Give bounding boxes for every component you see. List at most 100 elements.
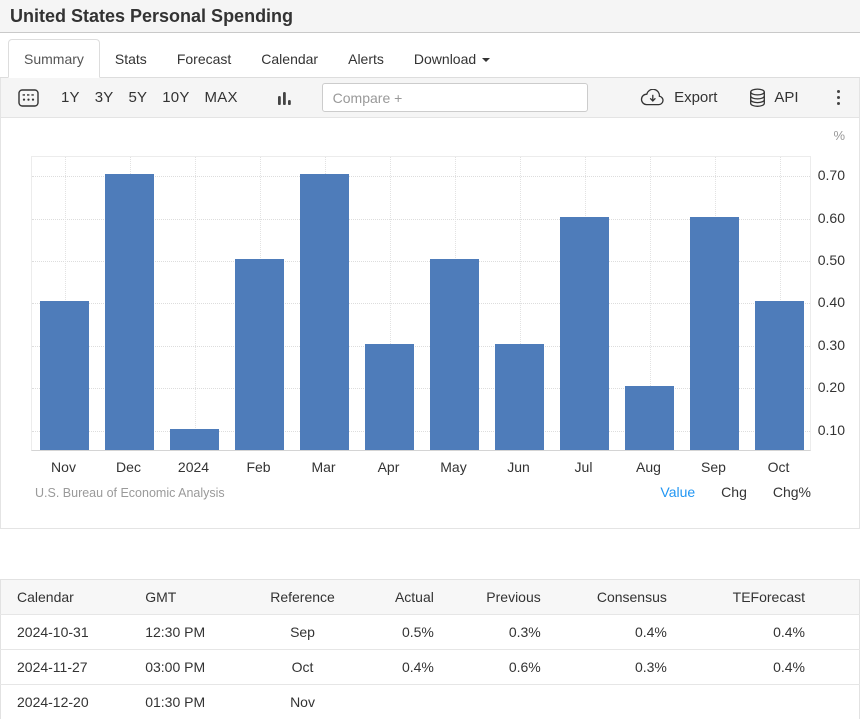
table-cell: [450, 685, 557, 719]
mode-link-chgpct[interactable]: Chg%: [772, 484, 811, 500]
range-selector: 1Y 3Y 5Y 10Y MAX: [61, 89, 253, 106]
bar-sep[interactable]: [690, 216, 739, 450]
table-cell: 2024-12-20: [17, 694, 89, 710]
table-cell: Oct: [291, 659, 314, 675]
mode-link-chg[interactable]: Chg: [721, 484, 747, 500]
range-button-5y[interactable]: 5Y: [128, 89, 148, 106]
y-axis-tick: 0.10: [817, 421, 845, 438]
table-cell: 03:00 PM: [145, 659, 206, 675]
table-cell: 0.5%: [401, 624, 434, 640]
tab-summary[interactable]: Summary: [8, 39, 100, 78]
tab-alerts[interactable]: Alerts: [333, 40, 399, 77]
range-button-1y[interactable]: 1Y: [61, 89, 80, 106]
table-cell: Nov: [290, 694, 315, 710]
tab-forecast[interactable]: Forecast: [162, 40, 246, 77]
bar-mar[interactable]: [300, 174, 349, 450]
chart-area: % U.S. Bureau of Economic Analysis Value…: [1, 118, 859, 528]
table-row: 2024-11-27 03:00 PM Oct 0.4% 0.6% 0.3% 0.4%: [0, 650, 860, 685]
export-button[interactable]: Export: [640, 89, 717, 106]
h-gridline: [32, 430, 810, 432]
bar-chart-icon[interactable]: [277, 89, 292, 107]
tab-stats[interactable]: Stats: [100, 40, 162, 77]
v-gridline: [194, 157, 196, 450]
table-cell: 0.6%: [508, 659, 541, 675]
table-cell: 0.4%: [773, 659, 805, 675]
v-gridline: [649, 157, 651, 450]
table-body: 2024-10-31 12:30 PM Sep 0.5% 0.3% 0.4% 0.4% 202…: [0, 615, 860, 719]
tab-label: Download: [413, 51, 477, 67]
tab-calendar[interactable]: Calendar: [246, 40, 333, 77]
calendar-icon[interactable]: [18, 88, 39, 107]
v-gridline: [519, 157, 521, 450]
bar-jun[interactable]: [495, 343, 544, 450]
table-cell: 12:30 PM: [145, 624, 206, 640]
table-header-row: Calendar GMT Reference Actual Previous Consen…: [0, 579, 860, 615]
column-header-gmt: GMT: [145, 589, 177, 605]
tab-bar: Summary Stats Forecast Calendar Alerts Downlo…: [0, 33, 860, 78]
range-button-10y[interactable]: 10Y: [162, 89, 190, 106]
series-mode-switch: Value Chg Chg%: [660, 484, 811, 500]
table-cell: [683, 685, 860, 719]
x-axis-label: Mar: [311, 459, 336, 475]
bar-jul[interactable]: [560, 216, 609, 450]
caret-down-icon: [482, 58, 491, 63]
calendar-table: Calendar GMT Reference Actual Previous Consen…: [0, 579, 860, 719]
table-cell: 2024-10-31: [17, 624, 89, 640]
x-axis-label: 2024: [177, 459, 210, 475]
compare-input[interactable]: [321, 83, 588, 112]
tab-label: Summary: [24, 51, 84, 67]
chart-toolbar: 1Y 3Y 5Y 10Y MAX: [1, 78, 859, 118]
bar-feb[interactable]: [235, 259, 284, 450]
calendar-table-section: Calendar GMT Reference Actual Previous Consen…: [0, 579, 860, 719]
column-header-calendar: Calendar: [17, 589, 74, 605]
bar-aug[interactable]: [625, 386, 674, 450]
kebab-menu-icon[interactable]: [835, 88, 842, 107]
table-cell: 0.3%: [508, 624, 541, 640]
bar-dec[interactable]: [105, 174, 154, 450]
tab-download[interactable]: Download: [399, 40, 505, 77]
y-axis-tick: 0.40: [817, 294, 845, 311]
table-cell: Sep: [290, 624, 315, 640]
x-axis-label: Jul: [574, 459, 593, 475]
bar-apr[interactable]: [365, 343, 414, 450]
v-gridline: [389, 157, 391, 450]
table-row: 2024-12-20 01:30 PM Nov: [0, 685, 860, 719]
range-button-max[interactable]: MAX: [204, 89, 238, 106]
table-cell: 0.4%: [773, 624, 805, 640]
bar-oct[interactable]: [755, 301, 804, 450]
bar-may[interactable]: [430, 259, 479, 450]
api-label: API: [774, 89, 799, 106]
table-cell: 0.3%: [634, 659, 667, 675]
tab-label: Forecast: [176, 51, 232, 67]
tab-label: Alerts: [348, 51, 384, 67]
table-cell: 0.4%: [401, 659, 434, 675]
range-button-3y[interactable]: 3Y: [94, 89, 114, 106]
export-label: Export: [674, 89, 718, 106]
column-header-reference: Reference: [270, 589, 335, 605]
x-axis-label: Oct: [767, 459, 790, 475]
page-title: United States Personal Spending: [10, 5, 294, 26]
h-gridline: [32, 218, 810, 220]
y-axis-tick: 0.30: [817, 336, 845, 353]
column-header-previous: Previous: [486, 589, 541, 605]
api-button[interactable]: API: [749, 87, 799, 108]
bar-nov[interactable]: [40, 301, 89, 450]
table-cell: 0.4%: [634, 624, 667, 640]
column-header-teforecast: TEForecast: [732, 589, 805, 605]
h-gridline: [32, 260, 810, 262]
chart-card: 1Y 3Y 5Y 10Y MAX: [0, 78, 860, 529]
y-axis-unit: %: [833, 128, 845, 143]
table-cell: [362, 685, 450, 719]
column-header-actual: Actual: [394, 589, 434, 605]
x-axis-label: Sep: [701, 459, 726, 475]
tab-label: Calendar: [261, 51, 319, 67]
bar-2024[interactable]: [170, 428, 219, 450]
export-cloud-icon: [640, 89, 666, 106]
mode-link-value[interactable]: Value: [660, 484, 696, 500]
y-axis-tick: 0.60: [817, 209, 845, 226]
y-axis-tick: 0.70: [817, 167, 845, 184]
x-axis-label: Nov: [51, 459, 76, 475]
table-cell: 2024-11-27: [17, 659, 88, 675]
source-label: U.S. Bureau of Economic Analysis: [35, 486, 225, 500]
